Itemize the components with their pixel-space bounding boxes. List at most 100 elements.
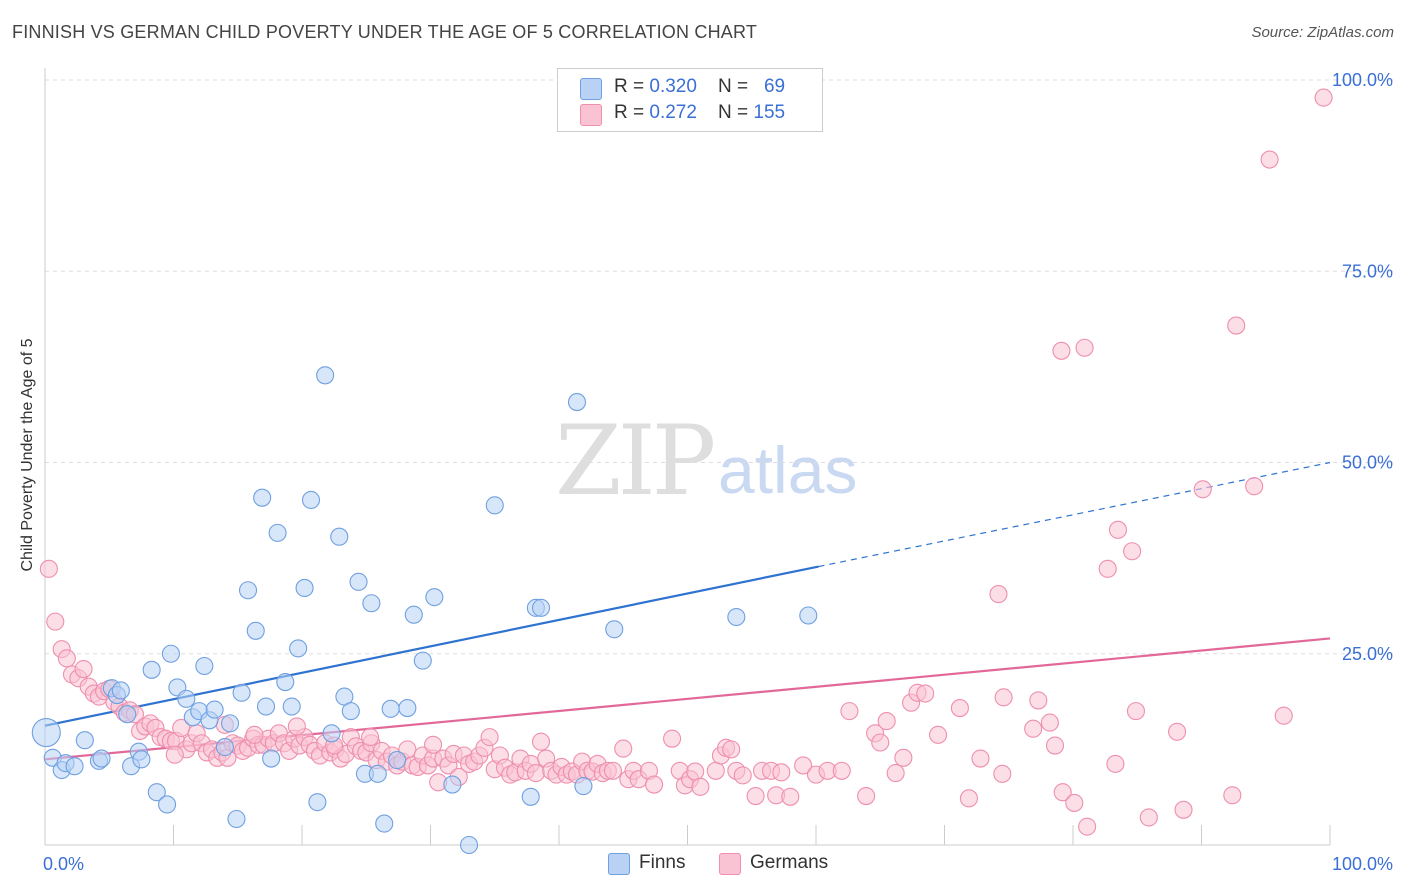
finns-point [295,578,314,598]
legend-finns-r-value: 0.320 [649,76,697,97]
germans-point [287,717,306,736]
germans-point [971,749,990,768]
germans-point [74,659,93,679]
finns-point [268,523,287,542]
germans-point [1223,786,1242,805]
germans-point [245,725,264,744]
germans-point [706,761,725,780]
finns-point [349,572,368,591]
y-tick-label: 100.0% [1332,70,1393,90]
watermark-atlas: atlas [718,433,858,507]
finns-point [443,775,462,794]
finns-point [485,496,504,515]
germans-point [994,688,1013,707]
y-tick-label: 75.0% [1342,261,1393,281]
germans-point [1123,542,1142,561]
finns-point [388,751,407,770]
finns-point [308,793,327,812]
finns-point [605,620,624,639]
germans-point [1168,722,1187,741]
finns-point [301,490,321,510]
legend-germans-n-label: N = [718,102,754,123]
legend-finns-r-label: R = [614,76,650,97]
germans-point [1045,736,1065,755]
finns-point [147,783,166,802]
finns-point [316,366,335,385]
y-tick-label: 25.0% [1342,644,1393,664]
germans-point [603,761,623,780]
grid-lines [45,79,1395,655]
germans-point [46,612,65,631]
legend-finns-text: R = 0.320 N = 69 [614,76,785,98]
legend-finns-n-label: N = [718,76,754,97]
finns-point [381,699,400,718]
germans-point [1314,88,1333,107]
finns-points [31,366,818,855]
finns-point [330,527,349,546]
germans-point [1053,783,1072,802]
finns-point [220,714,240,733]
finns-point [574,777,593,796]
germans-point [1052,341,1071,360]
finns-point [276,673,295,692]
germans-point [746,786,765,806]
germans-point [1065,793,1084,812]
germans-point [832,761,851,780]
y-tick-label: 50.0% [1342,453,1393,473]
germans-point [722,740,741,759]
finns-point [567,393,587,412]
source-label: Source: ZipAtlas.com [1251,24,1394,41]
germans-point [794,756,813,775]
finns-point [398,699,417,718]
finns-point [111,681,130,700]
chart-title: FINNISH VS GERMAN CHILD POVERTY UNDER TH… [12,22,758,42]
finns-point [799,606,818,625]
finns-legend-label: Finns [639,852,686,873]
finns-point [362,594,381,613]
germans-point [1227,316,1246,335]
finns-legend-swatch [608,853,630,875]
legend-germans-text: R = 0.272 N = 155 [614,102,785,124]
finns-point [289,639,308,658]
finns-point [65,757,84,776]
finns-point [413,651,432,670]
germans-point [929,725,948,744]
finns-point [205,700,224,719]
finns-point [75,731,94,750]
germans-point [877,712,896,731]
germans-point [1024,719,1043,738]
x-tick-label: 0.0% [43,854,84,874]
germans-point [1193,480,1212,499]
finns-point [161,644,180,663]
germans-legend-label: Germans [750,852,829,873]
finns-point [31,717,61,748]
finns-trend-extension [818,461,1331,568]
finns-point [404,605,423,624]
germans-point [959,789,978,808]
germans-point [39,559,58,578]
germans-point [886,764,905,783]
legend-finns-n-value: 69 [763,76,786,97]
germans-point [1029,691,1048,710]
finns-point [256,697,276,716]
germans-point [1139,808,1158,827]
germans-point [993,764,1012,783]
germans-point [165,745,184,764]
germans-point [424,735,443,754]
germans-legend-swatch [719,853,741,875]
germans-point [663,729,682,748]
germans-point [614,739,633,758]
germans-point [857,786,876,806]
legend-germans-r-value: 0.272 [649,102,697,123]
finns-point [246,621,265,640]
germans-swatch [580,104,602,126]
finns-point [118,705,137,724]
legend-germans-n-value: 155 [753,102,786,123]
germans-point [1245,477,1264,496]
finns-point [368,764,387,783]
finns-point [177,689,196,708]
watermark-zip: ZIP [555,405,716,517]
germans-point [1106,754,1125,773]
finns-point [253,488,272,507]
